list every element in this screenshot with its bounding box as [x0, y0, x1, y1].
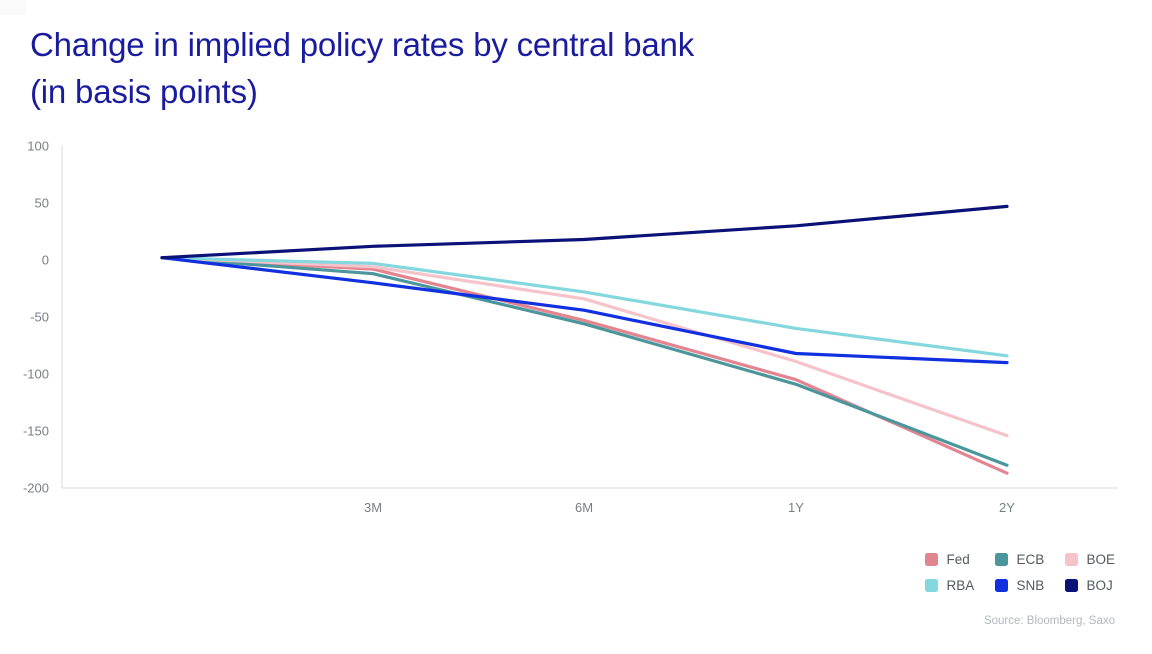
y-tick-label: 50 — [35, 196, 49, 211]
chart-legend: Fed ECB BOE RBA SNB BOJ — [925, 546, 1115, 598]
y-tick-label: -150 — [23, 424, 49, 439]
legend-swatch-icon — [925, 578, 939, 592]
legend-swatch-icon — [1065, 552, 1079, 566]
page-title-line2: (in basis points) — [30, 73, 258, 110]
y-tick-label: -200 — [23, 481, 49, 496]
legend-label: BOE — [1086, 551, 1115, 567]
series-line-ecb — [160, 256, 1009, 467]
series-line-boe — [160, 256, 1009, 438]
legend-swatch-icon — [995, 578, 1009, 592]
series-line-fed — [160, 256, 1009, 475]
y-tick-label: 0 — [42, 253, 49, 268]
x-tick-label: 3M — [364, 500, 382, 515]
legend-item-snb: SNB — [995, 578, 1065, 593]
legend-swatch-icon — [995, 552, 1009, 566]
legend-label: ECB — [1016, 551, 1045, 567]
legend-swatch-icon — [925, 552, 939, 566]
page-title-line1: Change in implied policy rates by centra… — [30, 26, 694, 63]
x-tick-label: 6M — [575, 500, 593, 515]
x-tick-label: 2Y — [999, 500, 1015, 515]
series-line-boj — [160, 204, 1009, 260]
legend-swatch-icon — [1065, 578, 1079, 592]
legend-item-fed: Fed — [925, 552, 995, 567]
legend-label: BOJ — [1086, 577, 1113, 593]
series-line-rba — [160, 256, 1009, 358]
legend-item-ecb: ECB — [995, 552, 1065, 567]
page-title: Change in implied policy rates by centra… — [30, 21, 694, 115]
legend-item-boj: BOJ — [1065, 578, 1115, 593]
series-line-snb — [160, 256, 1009, 365]
y-tick-label: -100 — [23, 367, 49, 382]
source-note: Source: Bloomberg, Saxo — [983, 615, 1115, 627]
x-tick-label: 1Y — [788, 500, 804, 515]
y-tick-label: -50 — [30, 310, 49, 325]
corner-artifact — [0, 0, 26, 15]
legend-label: RBA — [946, 577, 975, 593]
legend-item-boe: BOE — [1065, 552, 1115, 567]
legend-label: SNB — [1016, 577, 1045, 593]
y-tick-label: 100 — [27, 139, 49, 154]
legend-item-rba: RBA — [925, 578, 995, 593]
legend-label: Fed — [946, 551, 970, 567]
